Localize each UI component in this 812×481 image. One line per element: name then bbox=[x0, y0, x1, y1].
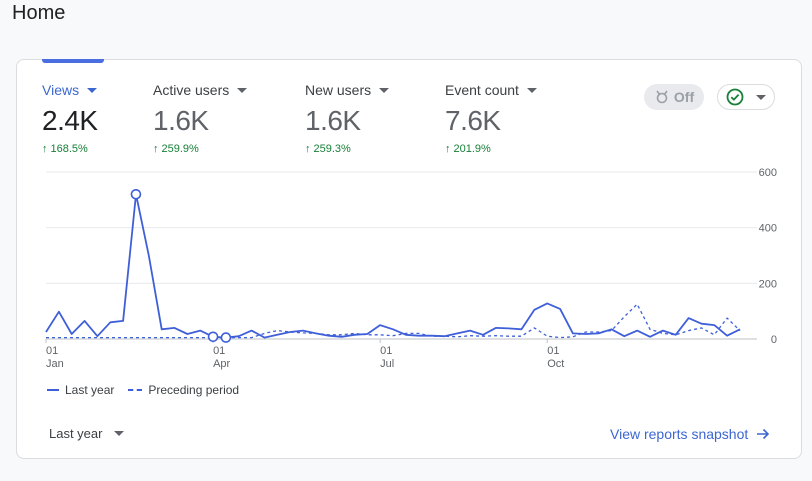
x-tick-day: 01 bbox=[380, 345, 392, 357]
metric-value: 1.6K bbox=[305, 105, 361, 136]
chart-legend: Last year Preceding period bbox=[47, 383, 239, 397]
legend-label: Last year bbox=[65, 383, 115, 397]
metric-label: New users bbox=[305, 82, 372, 98]
arrow-up-icon: ↑ bbox=[445, 142, 451, 155]
page-title: Home bbox=[12, 2, 66, 24]
insights-badge-icon bbox=[656, 90, 668, 104]
metric-tab-active-users[interactable]: Active users 1.6K ↑ 259.9% bbox=[153, 82, 248, 155]
x-tick-month: Apr bbox=[213, 358, 230, 370]
chevron-down-icon bbox=[237, 87, 248, 93]
x-tick-month: Jan bbox=[46, 358, 64, 370]
metric-value: 2.4K bbox=[42, 105, 98, 136]
metric-label: Active users bbox=[153, 82, 230, 98]
metric-label: Views bbox=[42, 82, 80, 98]
x-tick-month: Oct bbox=[547, 358, 564, 370]
chevron-down-icon bbox=[114, 431, 125, 436]
x-tick-day: 01 bbox=[547, 345, 559, 357]
legend-item-last-year: Last year bbox=[47, 383, 114, 397]
x-tick-day: 01 bbox=[213, 345, 225, 357]
legend-swatch-dashed bbox=[128, 389, 143, 391]
series-line-preceding-period bbox=[46, 303, 741, 339]
metric-tab-event-count[interactable]: Event count 7.6K ↑ 201.9% bbox=[445, 82, 537, 155]
legend-item-preceding-period: Preceding period bbox=[128, 383, 239, 397]
active-tab-indicator bbox=[42, 59, 104, 63]
chevron-down-icon bbox=[756, 94, 766, 100]
metric-change: 201.9% bbox=[453, 143, 491, 155]
insights-toggle-label: Off bbox=[673, 89, 695, 105]
x-tick-day: 01 bbox=[46, 345, 58, 357]
metric-change: 168.5% bbox=[50, 143, 88, 155]
metric-label: Event count bbox=[445, 82, 519, 98]
series-line-last-year bbox=[45, 193, 741, 339]
overview-card: Views 2.4K ↑ 168.5% Active users 1.6K ↑ … bbox=[16, 59, 802, 459]
y-tick-label: 200 bbox=[759, 278, 777, 290]
y-tick-label: 400 bbox=[759, 223, 777, 235]
metric-tab-views[interactable]: Views 2.4K ↑ 168.5% bbox=[42, 82, 98, 155]
arrow-up-icon: ↑ bbox=[305, 142, 311, 155]
legend-swatch-solid bbox=[47, 389, 59, 391]
arrow-right-icon bbox=[757, 428, 770, 440]
metric-tab-new-users[interactable]: New users 1.6K ↑ 259.3% bbox=[305, 82, 390, 155]
view-reports-snapshot-link[interactable]: View reports snapshot bbox=[610, 426, 770, 442]
y-tick-label: 600 bbox=[759, 167, 777, 179]
insights-toggle-button[interactable]: Off bbox=[644, 84, 704, 110]
data-quality-status-button[interactable] bbox=[717, 84, 775, 110]
data-point-marker bbox=[207, 331, 219, 343]
metric-value: 1.6K bbox=[153, 105, 209, 136]
date-range-value: Last year bbox=[49, 426, 103, 441]
date-range-select[interactable]: Last year bbox=[49, 426, 125, 441]
view-link-label: View reports snapshot bbox=[610, 426, 749, 442]
metric-change: 259.3% bbox=[313, 143, 351, 155]
check-circle-icon bbox=[726, 88, 744, 106]
chevron-down-icon bbox=[379, 87, 390, 93]
x-tick-month: Jul bbox=[380, 358, 394, 370]
data-point-marker bbox=[220, 332, 232, 343]
chevron-down-icon bbox=[87, 87, 98, 93]
metric-value: 7.6K bbox=[445, 105, 501, 136]
arrow-up-icon: ↑ bbox=[42, 142, 48, 155]
metric-change: 259.9% bbox=[161, 143, 199, 155]
legend-label: Preceding period bbox=[148, 383, 240, 397]
arrow-up-icon: ↑ bbox=[153, 142, 159, 155]
data-point-marker bbox=[130, 188, 142, 200]
chevron-down-icon bbox=[526, 87, 537, 93]
y-tick-label: 0 bbox=[771, 334, 777, 346]
